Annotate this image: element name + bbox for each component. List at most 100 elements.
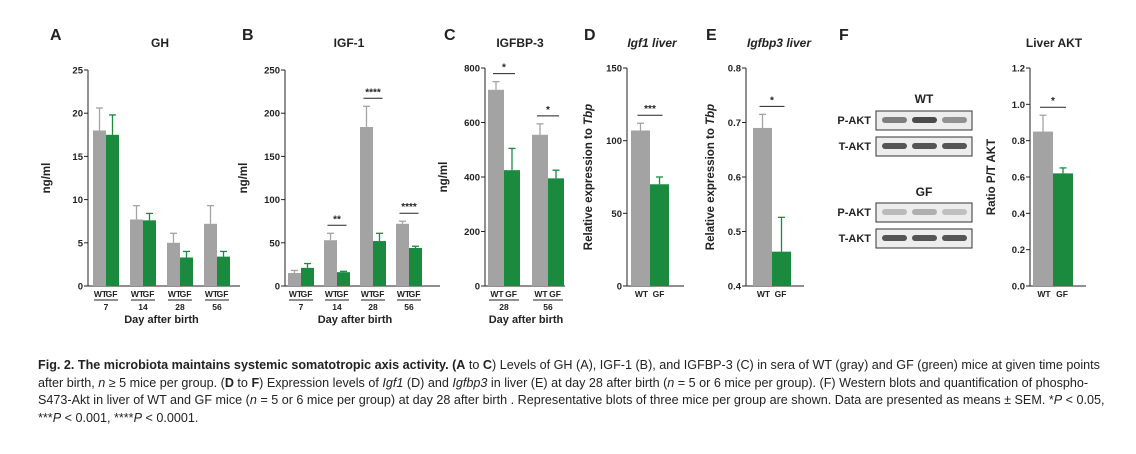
figure-caption: Fig. 2. The microbiota maintains systemi… bbox=[38, 357, 1113, 427]
x-axis-label: Day after birth bbox=[124, 314, 199, 326]
bar-wt bbox=[532, 134, 548, 286]
y-tick-label: 800 bbox=[464, 64, 480, 75]
bar-label: GF bbox=[301, 289, 313, 299]
y-tick-label: 0 bbox=[78, 282, 83, 293]
bar-label: WT bbox=[1037, 289, 1051, 299]
panel-title: Igf1 liver bbox=[627, 36, 678, 50]
significance-label: **** bbox=[401, 202, 417, 213]
y-tick-label: 50 bbox=[611, 209, 622, 220]
caption-segment: ) Expression levels of bbox=[259, 375, 383, 390]
caption-segment: P bbox=[1053, 393, 1063, 408]
group-label: 7 bbox=[299, 302, 304, 312]
bar-label: GF bbox=[409, 289, 421, 299]
blot-band bbox=[882, 117, 907, 123]
bar-wt bbox=[360, 127, 373, 286]
panel-letter-C: C bbox=[444, 27, 456, 44]
bar-label: GF bbox=[1056, 289, 1068, 299]
group-label: 7 bbox=[104, 302, 109, 312]
y-tick-label: 0.5 bbox=[728, 227, 742, 238]
bar-wt bbox=[288, 273, 301, 286]
caption-segment: F bbox=[251, 375, 260, 390]
bar-label: GF bbox=[373, 289, 385, 299]
caption-segment: = 5 or 6 mice per group) at day 28 after… bbox=[256, 393, 1054, 408]
bar-gf bbox=[1053, 173, 1073, 286]
significance-label: * bbox=[1051, 96, 1055, 107]
blot-band bbox=[942, 235, 967, 241]
caption-segment: to bbox=[465, 358, 483, 372]
blot-group-title: WT bbox=[915, 92, 934, 106]
y-axis-label: Ratio P/T AKT bbox=[986, 139, 998, 215]
blot-band bbox=[882, 235, 907, 241]
panel-title: IGFBP-3 bbox=[496, 36, 544, 50]
caption-segment: to bbox=[233, 375, 252, 390]
blot-band bbox=[942, 117, 967, 123]
blot-row-label: T-AKT bbox=[839, 233, 872, 245]
bar-label: WT bbox=[289, 289, 303, 299]
bar-label: WT bbox=[131, 289, 145, 299]
group-label: 56 bbox=[404, 302, 414, 312]
caption-segment: < 0.0001. bbox=[142, 410, 199, 425]
y-tick-label: 200 bbox=[464, 227, 480, 238]
bar-label: GF bbox=[653, 289, 665, 299]
group-label: 56 bbox=[212, 302, 222, 312]
bar-label: WT bbox=[490, 289, 504, 299]
y-axis-label: ng/ml bbox=[238, 163, 250, 194]
bar-gf bbox=[180, 257, 193, 286]
bar-wt bbox=[753, 127, 772, 286]
y-tick-label: 10 bbox=[72, 195, 83, 206]
caption-segment: A bbox=[456, 358, 466, 372]
y-tick-label: 0.6 bbox=[1012, 173, 1025, 184]
y-tick-label: 100 bbox=[606, 136, 622, 147]
group-label: 28 bbox=[175, 302, 185, 312]
y-tick-label: 0.8 bbox=[728, 64, 741, 75]
blot-band bbox=[912, 143, 937, 149]
bar-label: WT bbox=[325, 289, 339, 299]
panel-title: Igfbp3 liver bbox=[747, 36, 812, 50]
bar-wt bbox=[1033, 131, 1053, 286]
bar-label: GF bbox=[337, 289, 349, 299]
group-label: 28 bbox=[499, 302, 509, 312]
panel-letter-F: F bbox=[839, 27, 849, 44]
caption-segment: (D) and bbox=[403, 375, 453, 390]
bar-wt bbox=[488, 89, 504, 286]
blot-band bbox=[912, 209, 937, 215]
bar-label: GF bbox=[180, 289, 192, 299]
y-tick-label: 0 bbox=[475, 282, 480, 293]
caption-segment: n bbox=[98, 375, 106, 390]
y-tick-label: 0.8 bbox=[1012, 136, 1025, 147]
bar-gf bbox=[548, 178, 564, 286]
y-tick-label: 0 bbox=[275, 282, 280, 293]
bar-label: GF bbox=[549, 289, 561, 299]
bar-gf bbox=[504, 170, 520, 286]
bar-label: GF bbox=[143, 289, 155, 299]
bar-label: WT bbox=[757, 289, 771, 299]
y-tick-label: 0.0 bbox=[1012, 282, 1025, 293]
bar-gf bbox=[337, 272, 350, 286]
y-tick-label: 150 bbox=[264, 152, 280, 163]
caption-segment: C bbox=[482, 358, 493, 372]
bar-wt bbox=[324, 240, 337, 286]
bar-gf bbox=[301, 267, 314, 286]
blot-band bbox=[942, 209, 967, 215]
bar-label: GF bbox=[505, 289, 517, 299]
bar-gf bbox=[143, 220, 156, 286]
bar-label: GF bbox=[217, 289, 229, 299]
blot-band bbox=[882, 209, 907, 215]
caption-segment: P bbox=[133, 410, 142, 425]
caption-segment: ) Levels of GH (A), IGF-1 (B), and IGFBP… bbox=[38, 358, 1100, 390]
y-tick-label: 600 bbox=[464, 118, 480, 129]
bar-label: WT bbox=[361, 289, 375, 299]
panel-title: IGF-1 bbox=[334, 36, 365, 50]
y-tick-label: 25 bbox=[72, 66, 83, 77]
y-tick-label: 0.7 bbox=[728, 118, 741, 129]
bar-gf bbox=[650, 184, 669, 286]
bar-label: WT bbox=[168, 289, 182, 299]
blot-band bbox=[912, 235, 937, 241]
group-label: 14 bbox=[138, 302, 148, 312]
significance-label: * bbox=[546, 105, 550, 116]
caption-segment: n bbox=[249, 393, 257, 408]
y-tick-label: 250 bbox=[264, 66, 280, 77]
bar-gf bbox=[373, 241, 386, 286]
significance-label: * bbox=[770, 95, 774, 106]
y-tick-label: 200 bbox=[264, 109, 280, 120]
